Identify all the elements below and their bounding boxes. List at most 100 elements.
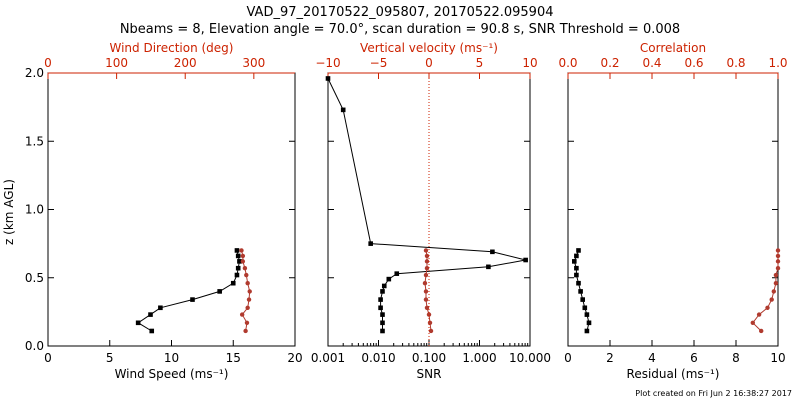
data-point — [523, 257, 528, 263]
data-point — [380, 312, 385, 317]
x-tick-label: 4 — [648, 351, 656, 365]
top-tick-label: 200 — [174, 56, 197, 70]
series-wind-direction — [239, 248, 252, 334]
data-point — [423, 248, 429, 253]
top-tick-label: 0.8 — [726, 56, 745, 70]
data-point — [247, 289, 252, 294]
y-tick-label: 2.0 — [25, 66, 44, 80]
x-tick-label: 0 — [44, 351, 52, 365]
data-point — [325, 76, 331, 81]
data-point — [584, 312, 590, 317]
data-point — [237, 259, 242, 264]
x-tick-label: 10 — [164, 351, 179, 365]
data-point — [423, 289, 429, 294]
top-tick-label: 0.6 — [684, 56, 703, 70]
data-point — [239, 248, 244, 253]
data-point — [765, 305, 770, 310]
x-axis-label: Residual (ms⁻¹) — [627, 367, 720, 381]
data-point — [245, 281, 250, 286]
data-point — [422, 281, 428, 286]
data-point — [380, 289, 385, 294]
y-tick-label: 1.0 — [25, 203, 44, 217]
top-tick-label: 0 — [44, 56, 52, 70]
x-tick-label: 5 — [106, 351, 114, 365]
data-point — [578, 289, 583, 294]
data-point — [217, 289, 222, 294]
series-residual — [572, 248, 592, 334]
data-point — [423, 297, 429, 302]
data-point — [572, 259, 577, 264]
data-point — [423, 272, 429, 278]
top-tick-label: 300 — [242, 56, 265, 70]
x-tick-label: 8 — [732, 351, 740, 365]
data-point — [486, 264, 491, 270]
data-point — [424, 305, 430, 310]
data-point — [234, 272, 240, 278]
data-point — [158, 305, 163, 311]
data-point — [378, 297, 383, 302]
panel-2: 0.001 0.010 0.100 1.000 10.000 SNR −10 −5 0 5 10 Ve… — [311, 41, 551, 381]
data-point — [244, 272, 249, 278]
data-point — [244, 320, 250, 325]
data-point — [580, 297, 585, 302]
data-point — [574, 265, 579, 271]
series-snr — [325, 76, 528, 334]
data-point — [769, 297, 774, 302]
data-point — [135, 320, 141, 326]
x-axis-label: Wind Speed (ms⁻¹) — [115, 367, 229, 381]
title-line-1: VAD_97_20170522_095807, 20170522.095904 — [247, 5, 554, 20]
data-point — [775, 259, 781, 264]
plot-frame — [327, 72, 531, 347]
data-point — [235, 265, 241, 271]
data-point — [242, 265, 248, 271]
data-point — [240, 253, 246, 259]
y-tick-label: 0.5 — [25, 271, 44, 285]
data-point — [239, 312, 245, 317]
x-tick-label: 0.010 — [361, 351, 395, 365]
series-line — [137, 250, 240, 332]
data-point — [368, 241, 373, 246]
x-axis-label: SNR — [417, 367, 442, 381]
series-correlation — [750, 248, 781, 334]
data-point — [235, 253, 241, 259]
data-point — [148, 312, 153, 317]
data-point — [759, 328, 764, 334]
data-point — [775, 253, 781, 259]
data-point — [773, 281, 779, 286]
x-tick-label: 15 — [226, 351, 241, 365]
top-tick-label: 100 — [105, 56, 128, 70]
top-tick-label: 0.2 — [600, 56, 619, 70]
data-point — [427, 320, 433, 325]
data-point — [582, 305, 588, 311]
data-point — [584, 328, 590, 334]
data-point — [576, 248, 581, 253]
x-tick-label: 1.000 — [462, 351, 496, 365]
data-point — [149, 328, 155, 334]
data-point — [490, 249, 495, 255]
top-tick-label: 5 — [476, 56, 484, 70]
series-wind-speed — [135, 248, 242, 334]
data-point — [378, 305, 383, 311]
panel-3: 0 2 4 6 8 10 Residual (ms⁻¹) 0.0 0.2 0.4 0.6 0.8 1.0… — [558, 41, 787, 381]
data-point — [394, 271, 400, 276]
title-line-2: Nbeams = 8, Elevation angle = 70.0°, sca… — [120, 22, 680, 37]
data-point — [756, 312, 762, 317]
data-point — [428, 328, 434, 334]
data-point — [380, 328, 385, 334]
data-point — [386, 276, 392, 282]
data-point — [240, 259, 246, 264]
data-point — [574, 272, 579, 278]
data-point — [426, 312, 432, 317]
x-tick-label: 6 — [690, 351, 698, 365]
data-point — [381, 283, 387, 289]
data-point — [190, 297, 195, 302]
data-point — [424, 253, 430, 259]
x-tick-label: 0.100 — [412, 351, 446, 365]
top-axis-label: Wind Direction (deg) — [110, 41, 234, 55]
x-tick-label: 0 — [564, 351, 572, 365]
data-point — [424, 259, 430, 264]
top-tick-label: −5 — [370, 56, 388, 70]
top-tick-label: 0.4 — [642, 56, 661, 70]
